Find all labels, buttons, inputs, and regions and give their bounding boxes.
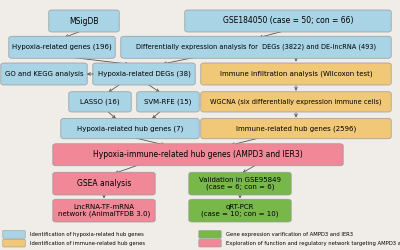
Text: LncRNA-TF-mRNA
network (AnimalTFDB 3.0): LncRNA-TF-mRNA network (AnimalTFDB 3.0) <box>58 204 150 217</box>
Text: Identification of immune-related hub genes: Identification of immune-related hub gen… <box>30 240 145 246</box>
FancyBboxPatch shape <box>201 92 391 112</box>
FancyBboxPatch shape <box>121 36 391 58</box>
FancyBboxPatch shape <box>201 118 391 139</box>
Text: LASSO (16): LASSO (16) <box>80 98 120 105</box>
FancyBboxPatch shape <box>53 172 155 195</box>
Text: GSEA analysis: GSEA analysis <box>77 179 131 188</box>
Text: Gene expression varification of AMPD3 and IER3: Gene expression varification of AMPD3 an… <box>226 232 353 237</box>
FancyBboxPatch shape <box>93 63 195 85</box>
FancyBboxPatch shape <box>189 172 291 195</box>
Text: Differentially expression analysis for  DEGs (3822) and DE-lncRNA (493): Differentially expression analysis for D… <box>136 44 376 51</box>
Text: GSE184050 (case = 50; con = 66): GSE184050 (case = 50; con = 66) <box>223 16 353 26</box>
Text: Hypoxia-related DEGs (38): Hypoxia-related DEGs (38) <box>98 71 190 77</box>
Text: MSigDB: MSigDB <box>69 16 99 26</box>
Text: qRT-PCR
(case = 10; con = 10): qRT-PCR (case = 10; con = 10) <box>201 204 279 217</box>
FancyBboxPatch shape <box>3 239 25 247</box>
FancyBboxPatch shape <box>1 63 87 85</box>
Text: Immune-related hub genes (2596): Immune-related hub genes (2596) <box>236 125 356 132</box>
Text: WGCNA (six differentially expression immune cells): WGCNA (six differentially expression imm… <box>210 98 382 105</box>
FancyBboxPatch shape <box>199 230 221 238</box>
Text: Hypoxia-related hub genes (7): Hypoxia-related hub genes (7) <box>77 125 183 132</box>
FancyBboxPatch shape <box>137 92 199 112</box>
Text: Hypoxia-related genes (196): Hypoxia-related genes (196) <box>12 44 112 51</box>
FancyBboxPatch shape <box>185 10 391 32</box>
FancyBboxPatch shape <box>49 10 119 32</box>
FancyBboxPatch shape <box>53 199 155 222</box>
FancyBboxPatch shape <box>3 230 25 238</box>
FancyBboxPatch shape <box>189 199 291 222</box>
FancyBboxPatch shape <box>61 118 199 139</box>
Text: Immune infiltration analysis (Wilcoxon test): Immune infiltration analysis (Wilcoxon t… <box>220 71 372 77</box>
FancyBboxPatch shape <box>9 36 115 58</box>
Text: Hypoxia-immune-related hub genes (AMPD3 and IER3): Hypoxia-immune-related hub genes (AMPD3 … <box>93 150 303 159</box>
Text: Exploration of function and regulatory network targeting AMPD3 and IER3: Exploration of function and regulatory n… <box>226 240 400 246</box>
Text: GO and KEGG analysis: GO and KEGG analysis <box>5 71 83 77</box>
Text: Validation in GSE95849
(case = 6; con = 6): Validation in GSE95849 (case = 6; con = … <box>199 177 281 190</box>
Text: SVM-RFE (15): SVM-RFE (15) <box>144 98 192 105</box>
FancyBboxPatch shape <box>69 92 131 112</box>
Text: Identification of hypoxia-related hub genes: Identification of hypoxia-related hub ge… <box>30 232 144 237</box>
FancyBboxPatch shape <box>199 239 221 247</box>
FancyBboxPatch shape <box>53 144 343 166</box>
FancyBboxPatch shape <box>201 63 391 85</box>
